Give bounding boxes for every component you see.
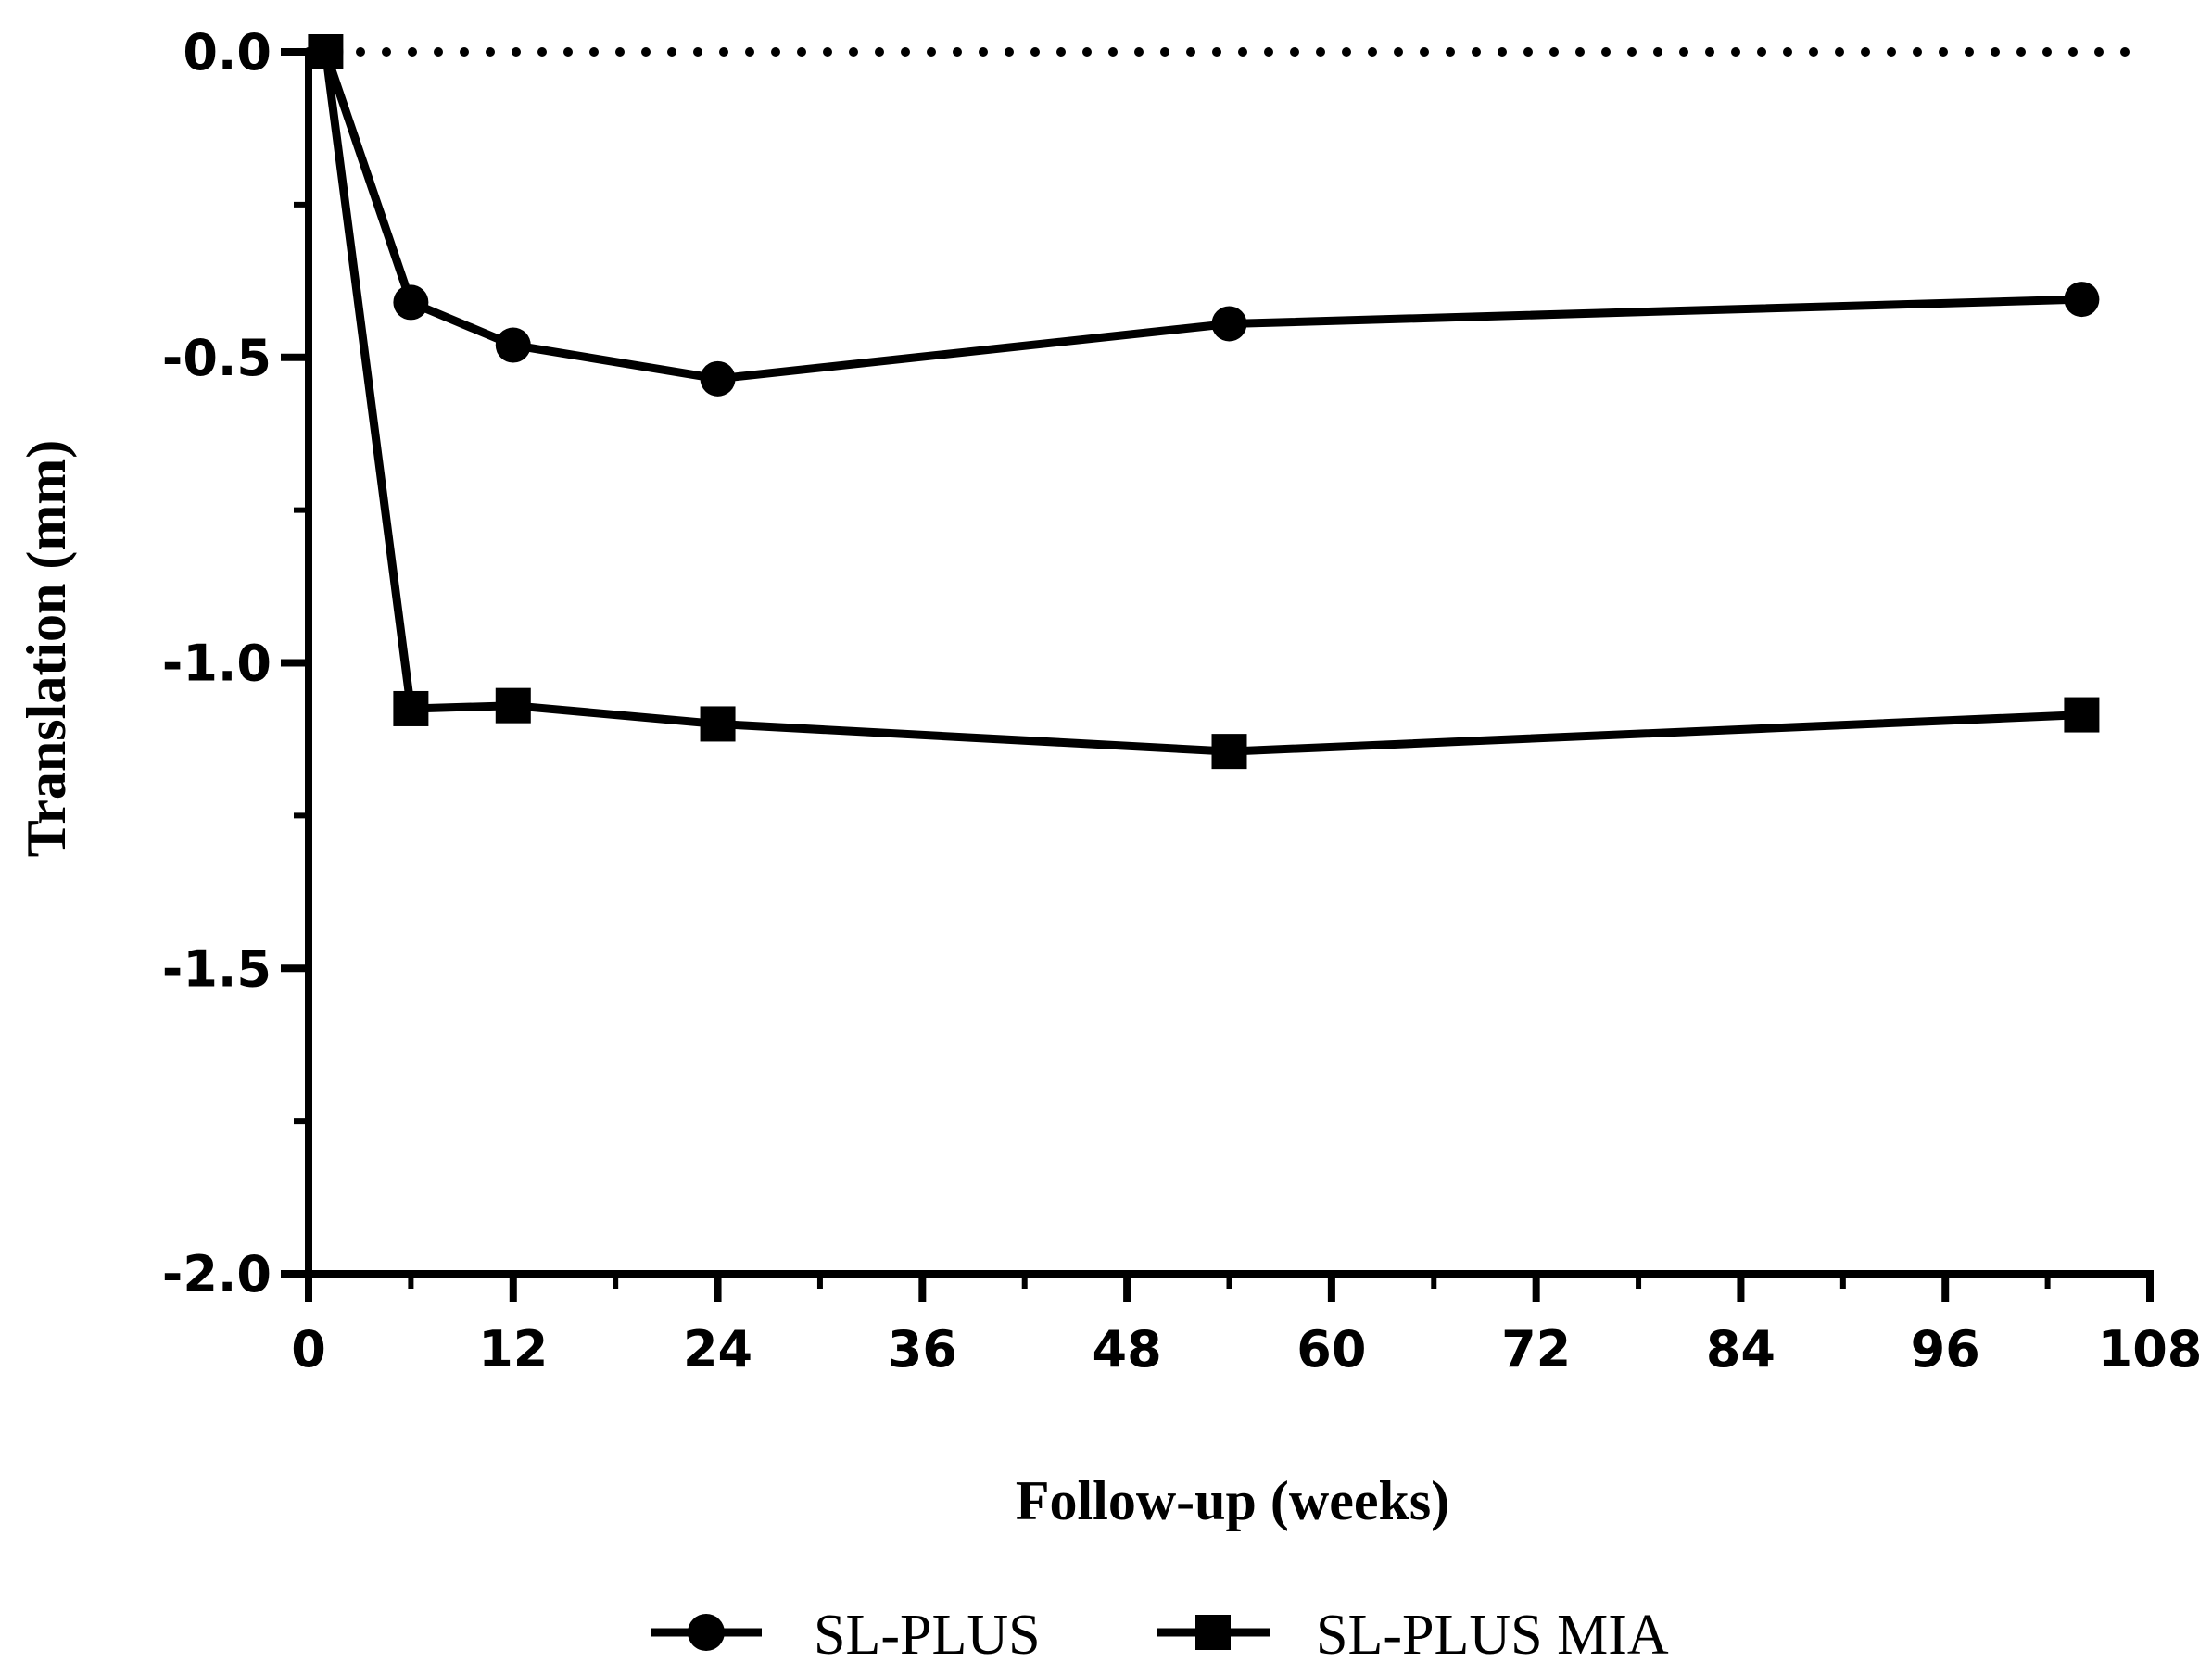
axes-layer: 0.0 -0.5 -1.0 -1.5 -2.0 0 12 24 36 48 60 72 84 96 108: [162, 23, 2202, 1379]
data-point-sl-plus: [2064, 282, 2100, 318]
y-tick-label: -1.0: [162, 635, 272, 693]
legend-item-sl-plus: SL-PLUS: [651, 1604, 1041, 1662]
data-point-sl-plus: [393, 284, 429, 321]
x-tick-label: 36: [888, 1320, 957, 1379]
x-axis-title: Follow-up (weeks): [1016, 1470, 1449, 1531]
y-tick-label: -0.5: [162, 329, 272, 387]
legend-label-sl-plus: SL-PLUS: [814, 1604, 1041, 1662]
data-point-sl-plus-mia: [2064, 697, 2100, 733]
x-tick-label: 72: [1501, 1320, 1571, 1379]
data-point-sl-plus: [700, 360, 736, 397]
legend-label-sl-plus-mia: SL-PLUS MIA: [1316, 1604, 1669, 1662]
data-point-sl-plus-mia: [308, 34, 344, 69]
legend-square-marker-icon: [1195, 1615, 1231, 1650]
x-tick-label: 108: [2098, 1320, 2203, 1379]
data-point-sl-plus: [1211, 306, 1247, 342]
x-tick-label: 24: [683, 1320, 752, 1379]
series-line-sl-plus-mia: [321, 51, 2082, 756]
x-tick-label: 0: [291, 1320, 326, 1379]
data-point-sl-plus-mia: [1211, 734, 1247, 770]
series-line-sl-plus: [322, 50, 2082, 384]
data-point-sl-plus: [495, 327, 531, 363]
y-axis-title: Translation (mm): [16, 440, 77, 858]
legend: SL-PLUS SL-PLUS MIA: [651, 1604, 1669, 1662]
data-point-sl-plus-mia: [700, 706, 736, 742]
legend-circle-marker-icon: [688, 1614, 725, 1651]
y-tick-label: -1.5: [162, 939, 272, 998]
x-tick-label: 96: [1911, 1320, 1980, 1379]
data-point-sl-plus-mia: [495, 687, 531, 724]
y-tick-label: 0.0: [183, 23, 272, 82]
x-tick-label: 12: [478, 1320, 548, 1379]
x-tick-label: 84: [1706, 1320, 1776, 1379]
series-layer: [308, 34, 2100, 770]
y-tick-label: -2.0: [162, 1245, 272, 1303]
x-tick-label: 48: [1093, 1320, 1162, 1379]
data-point-sl-plus-mia: [393, 690, 429, 726]
x-tick-label: 60: [1296, 1320, 1366, 1379]
legend-item-sl-plus-mia: SL-PLUS MIA: [1157, 1604, 1669, 1662]
